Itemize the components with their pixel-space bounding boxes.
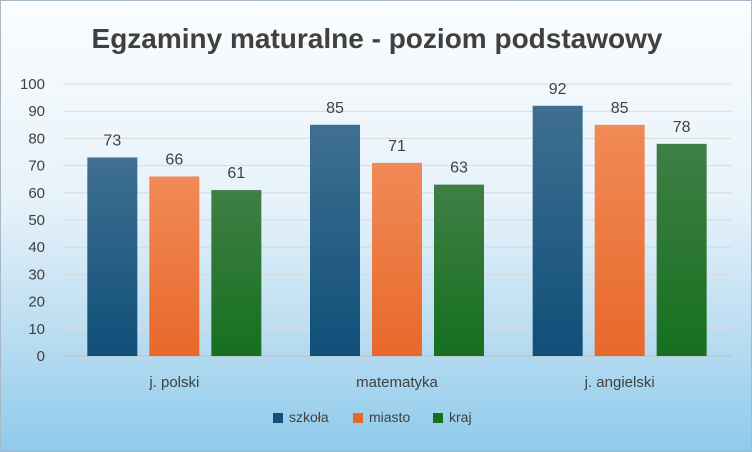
legend-label-miasto: miasto <box>369 409 410 425</box>
bars <box>87 105 707 356</box>
bar-kraj-0 <box>211 190 262 356</box>
bar-miasto-2 <box>594 124 645 356</box>
y-tick-label: 90 <box>28 103 45 120</box>
bar-szkoła-0 <box>87 157 138 356</box>
data-label: 92 <box>549 81 567 98</box>
y-tick-label: 70 <box>28 158 45 175</box>
legend-swatch-szkoła <box>273 413 283 423</box>
category-label: matematyka <box>356 374 438 391</box>
bar-kraj-1 <box>434 184 484 356</box>
y-tick-label: 30 <box>28 266 45 283</box>
y-tick-label: 100 <box>20 76 45 93</box>
category-label: j. angielski <box>584 374 655 391</box>
bar-miasto-0 <box>149 176 200 356</box>
category-labels: j. polski matematyka j. angielski <box>148 374 654 391</box>
data-labels: 73 66 61 85 71 63 92 85 78 <box>103 81 690 182</box>
y-tick-label: 10 <box>28 321 45 338</box>
y-tick-label: 60 <box>28 185 45 202</box>
bar-miasto-1 <box>372 162 422 356</box>
y-tick-label: 20 <box>28 294 45 311</box>
data-label: 61 <box>227 165 245 182</box>
y-tick-label: 80 <box>28 130 45 147</box>
bar-szkoła-1 <box>310 124 360 356</box>
y-tick-label: 40 <box>28 239 45 256</box>
bar-kraj-2 <box>656 143 707 356</box>
legend-swatch-kraj <box>433 413 443 423</box>
y-tick-label: 0 <box>37 348 45 365</box>
data-label: 66 <box>165 151 183 168</box>
data-label: 73 <box>103 132 121 149</box>
legend: szkoła miasto kraj <box>273 409 472 425</box>
chart-title: Egzaminy maturalne - poziom podstawowy <box>92 23 663 54</box>
y-axis-ticks: 0 10 20 30 40 50 60 70 80 90 100 <box>20 76 45 365</box>
y-tick-label: 50 <box>28 212 45 229</box>
data-label: 78 <box>673 119 691 136</box>
data-label: 85 <box>611 100 629 117</box>
bar-szkoła-2 <box>532 105 583 356</box>
legend-label-kraj: kraj <box>449 409 472 425</box>
category-label: j. polski <box>148 374 199 391</box>
legend-swatch-miasto <box>353 413 363 423</box>
data-label: 71 <box>388 138 406 155</box>
data-label: 85 <box>326 100 344 117</box>
legend-label-szkoła: szkoła <box>289 409 329 425</box>
data-label: 63 <box>450 160 468 177</box>
